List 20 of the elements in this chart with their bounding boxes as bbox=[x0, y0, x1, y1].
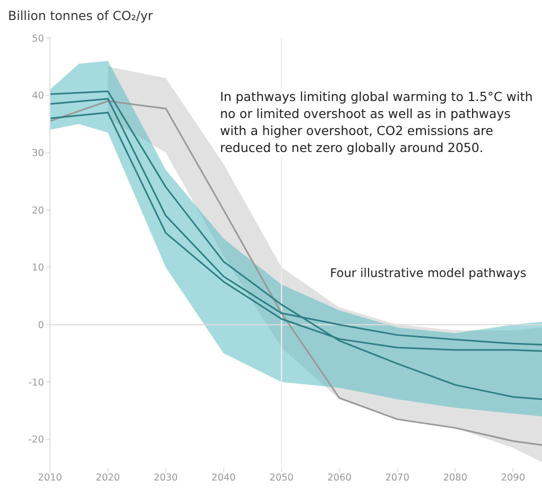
x-tick-label: 2050 bbox=[269, 472, 294, 484]
x-tick-label: 2020 bbox=[96, 472, 120, 484]
x-tick-label: 2040 bbox=[212, 472, 236, 484]
x-tick-label: 2030 bbox=[154, 472, 178, 484]
annotation: In pathways limiting global warming to 1.5°C with no or limited overshoot as well as in pathways with a higher overshoot, CO2 emissions are reduced to net zero globally around 2050. bbox=[220, 88, 538, 156]
y-tick-label: 50 bbox=[32, 33, 44, 44]
y-tick-label: 20 bbox=[32, 205, 44, 216]
y-tick-label: -20 bbox=[28, 434, 44, 446]
y-axis-title: Billion tonnes of CO₂/yr bbox=[8, 8, 154, 23]
x-tick-label: 2080 bbox=[443, 472, 468, 484]
x-tick-label: 2070 bbox=[385, 472, 410, 484]
annotation: Four illustrative model pathways bbox=[330, 266, 526, 280]
x-tick-label: 2010 bbox=[38, 472, 62, 484]
y-tick-label: 40 bbox=[32, 90, 44, 102]
y-tick-label: 10 bbox=[32, 262, 44, 274]
y-tick-label: -10 bbox=[28, 377, 44, 388]
x-tick-label: 2060 bbox=[327, 472, 352, 484]
y-tick-label: 0 bbox=[38, 320, 44, 332]
x-tick-label: 2090 bbox=[500, 472, 526, 484]
y-tick-label: 30 bbox=[32, 148, 44, 160]
